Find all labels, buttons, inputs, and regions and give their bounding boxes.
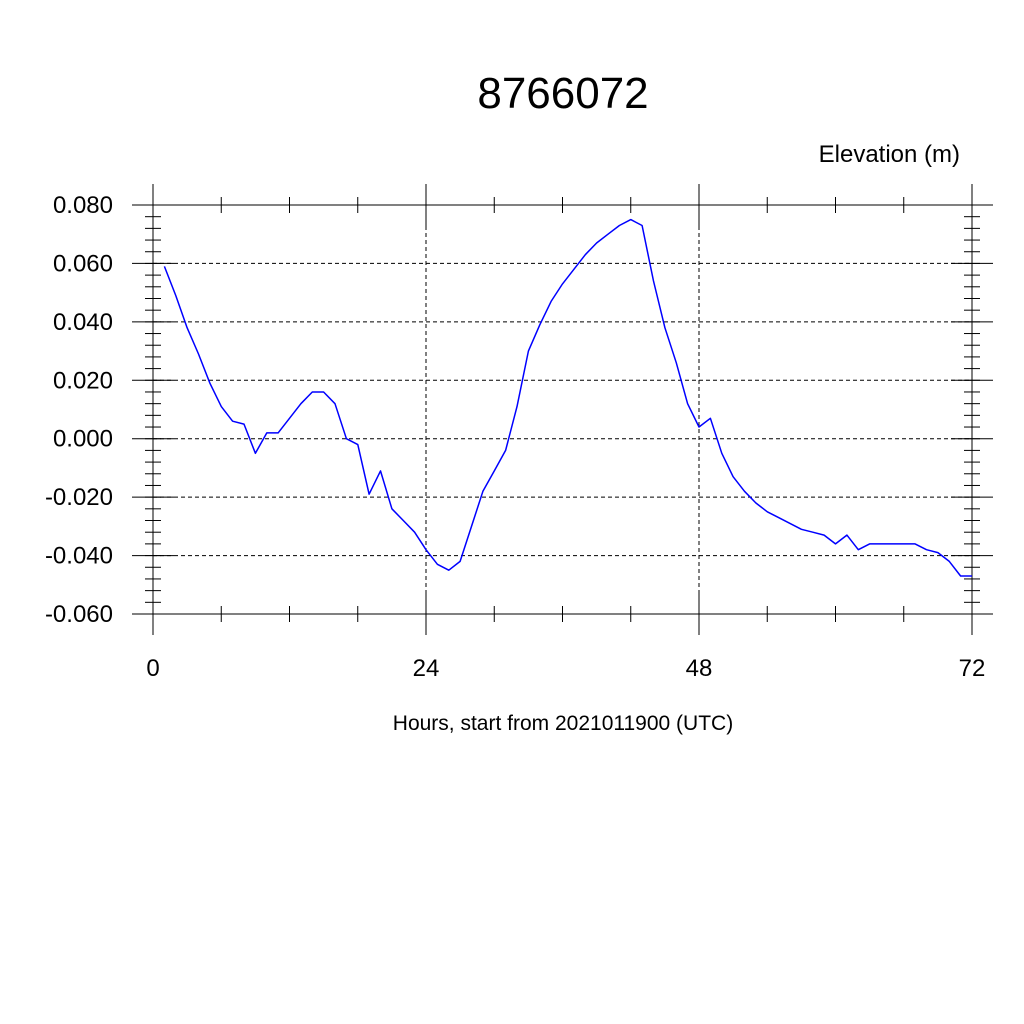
- y-tick-label: -0.040: [45, 543, 113, 570]
- y-tick-labels: -0.060 -0.040 -0.020 0.000 0.020 0.040 0.060 0.…: [45, 192, 113, 628]
- y-tick-label: 0.040: [53, 309, 113, 336]
- y-axis-label: Elevation (m): [819, 141, 960, 168]
- chart-title: 8766072: [477, 69, 648, 118]
- minor-ticks: [145, 197, 980, 622]
- x-tick-label: 24: [413, 655, 440, 682]
- y-tick-label: 0.000: [53, 426, 113, 453]
- x-axis-label: Hours, start from 2021011900 (UTC): [393, 712, 733, 735]
- y-tick-label: -0.020: [45, 484, 113, 511]
- x-tick-label: 48: [686, 655, 713, 682]
- y-tick-label: 0.060: [53, 250, 113, 277]
- x-tick-label: 0: [146, 655, 159, 682]
- grid: [153, 204, 972, 615]
- x-tick-labels: 0 24 48 72: [146, 655, 985, 682]
- major-ticks: [132, 184, 993, 635]
- y-tick-label: 0.020: [53, 367, 113, 394]
- x-tick-label: 72: [959, 655, 986, 682]
- plot-frame: [152, 204, 973, 615]
- y-tick-label: 0.080: [53, 192, 113, 219]
- series-group: [163, 218, 972, 577]
- y-tick-label: -0.060: [45, 601, 113, 628]
- series-line: [163, 218, 972, 577]
